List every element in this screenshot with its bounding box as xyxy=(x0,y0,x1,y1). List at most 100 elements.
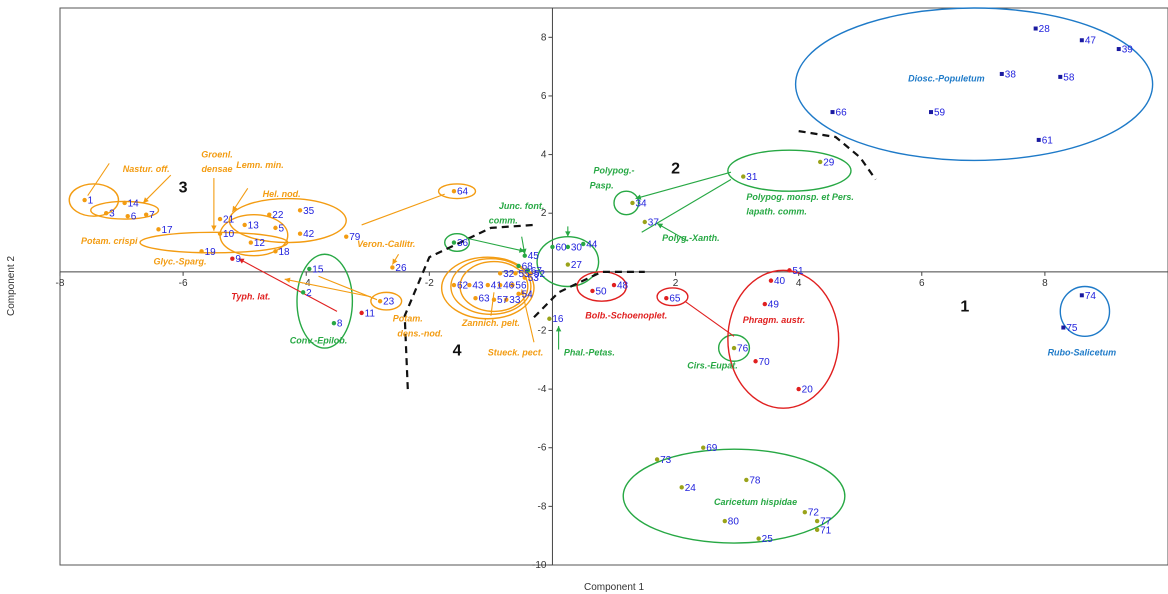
data-point xyxy=(1061,325,1066,330)
point-label: 44 xyxy=(586,239,598,250)
data-point xyxy=(497,271,503,276)
group-ellipse xyxy=(440,256,535,320)
data-point xyxy=(297,208,303,213)
y-tick-label: 4 xyxy=(541,150,547,161)
point-label: 69 xyxy=(706,443,718,454)
arrow-head xyxy=(657,223,664,229)
point-label: 47 xyxy=(1085,36,1097,47)
data-point xyxy=(217,216,223,222)
point-label: 78 xyxy=(749,475,761,486)
group-label: Rubo-Salicetum xyxy=(1048,347,1117,357)
cluster-number: 1 xyxy=(960,298,969,315)
point-label: 15 xyxy=(312,264,324,275)
point-label: 43 xyxy=(472,281,484,292)
arrow-head xyxy=(635,194,642,200)
group-label: densae xyxy=(201,164,232,174)
point-label: 63 xyxy=(479,294,491,305)
arrow-head xyxy=(238,258,245,264)
data-point xyxy=(331,320,337,326)
data-point xyxy=(528,271,534,276)
group-label: Diosc.-Populetum xyxy=(908,73,985,83)
group-label: Phal.-Petas. xyxy=(564,347,615,357)
dashed-arc-layer xyxy=(403,130,877,390)
point-label: 79 xyxy=(349,232,361,243)
data-point xyxy=(802,510,808,515)
y-tick-label: -6 xyxy=(538,443,547,454)
group-ellipse xyxy=(459,260,529,313)
group-label: Veron.-Callitr. xyxy=(357,239,415,249)
point-label: 7 xyxy=(149,210,155,221)
point-label: 66 xyxy=(836,108,848,119)
data-point xyxy=(581,241,586,247)
data-point xyxy=(451,240,457,245)
point-label: 25 xyxy=(762,534,774,545)
data-point xyxy=(1058,74,1063,79)
group-ellipse xyxy=(727,269,840,409)
point-label: 10 xyxy=(223,229,235,240)
y-axis-title: Component 2 xyxy=(6,256,17,316)
point-label: 6 xyxy=(131,212,137,223)
point-label: 9 xyxy=(235,254,241,265)
data-point xyxy=(756,536,761,541)
dashed-cluster-boundary xyxy=(798,130,877,181)
data-point xyxy=(590,288,595,294)
point-label: 28 xyxy=(1039,24,1051,35)
group-label: Zannich. pelt. xyxy=(461,318,520,328)
data-point xyxy=(497,282,503,288)
point-label: 41 xyxy=(491,281,503,292)
point-label: 45 xyxy=(528,251,540,262)
data-point xyxy=(451,189,457,194)
group-ellipse xyxy=(613,190,640,216)
point-label: 3 xyxy=(109,209,115,220)
group-ellipse xyxy=(228,197,347,244)
connector-line xyxy=(361,193,445,226)
point-label: 35 xyxy=(303,206,315,217)
point-label: 14 xyxy=(128,198,140,209)
x-tick-label: -6 xyxy=(179,278,188,289)
point-label: 46 xyxy=(503,281,515,292)
data-point xyxy=(473,296,478,301)
data-point xyxy=(611,282,617,288)
point-label: 73 xyxy=(660,455,672,466)
group-ellipse xyxy=(717,334,751,362)
data-point xyxy=(359,310,364,316)
arrow-head xyxy=(143,197,149,203)
data-point xyxy=(297,231,303,236)
arrow-head xyxy=(392,258,398,265)
data-point xyxy=(731,345,737,351)
point-label: 77 xyxy=(820,517,832,528)
data-point xyxy=(1033,26,1038,31)
y-tick-label: -2 xyxy=(538,325,547,336)
data-point xyxy=(814,527,820,533)
data-point xyxy=(753,359,758,364)
arrow-head xyxy=(521,248,527,255)
data-point xyxy=(630,200,635,206)
point-label: 23 xyxy=(383,297,395,308)
point-label: 26 xyxy=(395,263,407,274)
data-point xyxy=(1079,38,1084,43)
point-label: 31 xyxy=(746,172,758,183)
data-point xyxy=(143,212,149,217)
connector-line xyxy=(490,292,495,316)
point-label: 34 xyxy=(635,198,647,209)
arrow-head xyxy=(555,326,562,332)
group-label: Lemn. min. xyxy=(236,160,284,170)
cluster-number: 2 xyxy=(671,161,680,178)
data-point xyxy=(267,212,272,217)
data-point xyxy=(451,282,457,288)
point-label: 50 xyxy=(595,286,607,297)
point-label: 22 xyxy=(272,210,284,221)
group-label: Polyg.-Xanth. xyxy=(662,233,720,243)
data-point xyxy=(273,249,278,254)
point-label: 8 xyxy=(337,319,343,330)
group-label: Stueck. pect. xyxy=(488,347,544,357)
connector-line xyxy=(238,258,338,312)
ellipse-layer xyxy=(68,7,1154,544)
data-point xyxy=(273,225,278,231)
data-point xyxy=(504,297,509,302)
data-point xyxy=(491,297,497,302)
point-label: 30 xyxy=(571,242,583,253)
point-label: 67 xyxy=(531,266,543,277)
data-point xyxy=(122,200,127,206)
point-label: 21 xyxy=(223,215,235,226)
